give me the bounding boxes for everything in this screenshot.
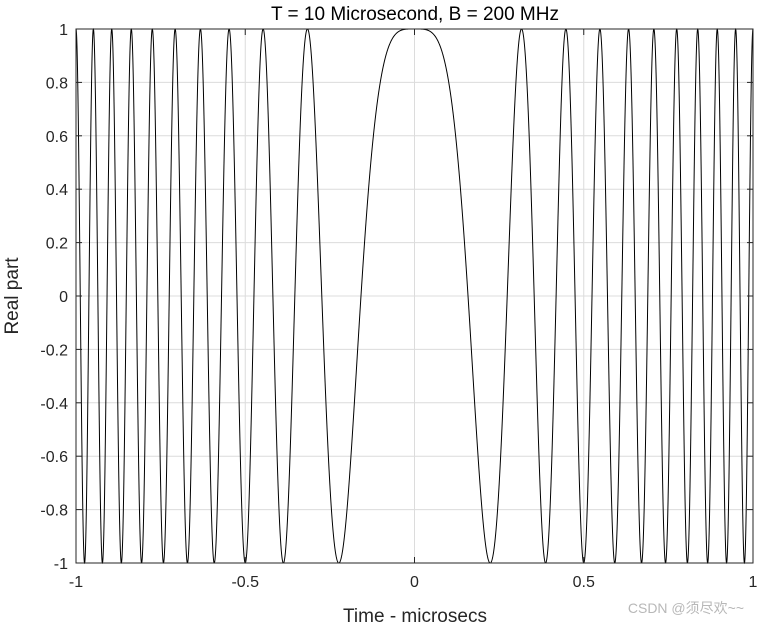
y-tick-labels: -1 -0.8 -0.6 -0.4 -0.2 0 0.2 0.4 0.6 0.8 1	[40, 22, 68, 573]
watermark: CSDN @须尽欢~~	[627, 600, 744, 616]
x-axis-label: Time - microsecs	[343, 606, 487, 626]
grid	[75, 28, 754, 564]
y-tick-label: 0	[59, 289, 68, 306]
x-tick-label: 1	[749, 574, 758, 591]
ticks	[75, 28, 754, 564]
x-tick-label: 0.5	[573, 574, 595, 591]
chart-title: T = 10 Microsecond, B = 200 MHz	[271, 4, 559, 25]
x-tick-label: -0.5	[231, 574, 259, 591]
x-tick-labels: -1 -0.5 0 0.5 1	[69, 574, 758, 591]
y-tick-label: 0.8	[46, 75, 68, 92]
y-tick-label: -0.8	[40, 503, 68, 520]
y-tick-label: 1	[59, 22, 68, 39]
y-tick-label: -0.4	[40, 396, 68, 413]
x-tick-label: -1	[69, 574, 83, 591]
y-tick-label: 0.4	[46, 182, 68, 199]
y-tick-label: -0.6	[40, 449, 68, 466]
x-tick-label: 0	[410, 574, 419, 591]
y-tick-label: -0.2	[40, 342, 68, 359]
y-tick-label: 0.6	[46, 129, 68, 146]
y-axis-label: Real part	[2, 257, 23, 335]
y-tick-label: 0.2	[46, 236, 68, 253]
y-tick-label: -1	[54, 556, 68, 573]
